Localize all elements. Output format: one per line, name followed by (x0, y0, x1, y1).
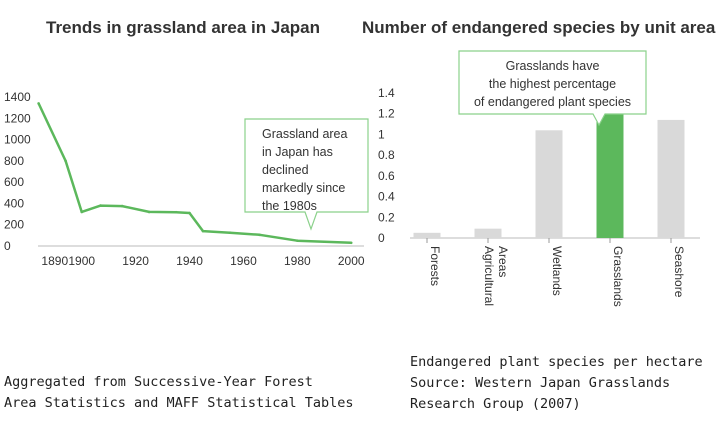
line-chart-x-tick-label-6: 2000 (338, 254, 365, 268)
line-chart-point-8 (201, 229, 205, 233)
line-chart-callout-line-0: Grassland area (262, 127, 348, 141)
bar-chart-y-tick-label-4: 0.8 (378, 148, 395, 162)
line-chart-callout-line-1: in Japan has (262, 145, 333, 159)
bar-chart-source-note: Endangered plant species per hectare Sou… (410, 354, 703, 412)
bar-chart-y-tick-label-2: 0.4 (378, 190, 395, 204)
bar-chart-y-tick-label-5: 1 (378, 127, 385, 141)
line-chart-point-6 (174, 210, 178, 214)
line-chart-y-tick-label-0: 0 (4, 239, 11, 253)
line-chart-point-10 (258, 233, 261, 237)
line-chart-y-tick-label-7: 1400 (4, 90, 31, 104)
line-chart-y-tick-label-6: 1200 (4, 111, 31, 125)
bar-chart-callout-line-0: Grasslands have (506, 59, 600, 73)
bar-chart-y-tick-label-7: 1.4 (378, 86, 395, 100)
bar-forests (413, 232, 441, 238)
line-chart-source-note: Aggregated from Successive-Year Forest A… (4, 374, 354, 411)
bar-chart-x-label-4: Seashore (672, 246, 686, 298)
bar-chart-callout-box (458, 50, 647, 127)
bar-chart-y-tick-label-1: 0.2 (378, 210, 395, 224)
bar-chart-x-label-3: Grasslands (611, 246, 625, 307)
line-chart-point-3 (99, 204, 102, 207)
line-chart: 0 200 400 600 800 1000 1200 1400 1890 1900 1920 194… (4, 90, 369, 268)
bar-agricultural-areas (474, 228, 502, 238)
line-chart-point-9 (228, 231, 232, 234)
line-chart-point-4 (120, 204, 124, 208)
bar-chart-x-label-1-1: Areas (496, 246, 510, 277)
line-chart-callout-line-4: the 1980s (262, 199, 317, 213)
line-chart-point-5 (147, 210, 151, 214)
line-chart-point-7 (188, 211, 191, 215)
bar-chart-y-tick-label-0: 0 (378, 231, 385, 245)
bar-chart-x-label-1-0: Agricultural (482, 246, 496, 306)
bar-grasslands (596, 112, 624, 238)
line-chart-point-13 (349, 241, 353, 245)
line-chart-x-tick-label-1: 1900 (68, 254, 95, 268)
line-chart-point-11 (296, 239, 299, 242)
line-chart-y-tick-label-5: 1000 (4, 133, 31, 147)
line-chart-x-tick-label-5: 1980 (284, 254, 311, 268)
line-chart-title: Trends in grassland area in Japan (46, 18, 320, 37)
line-chart-point-0 (37, 102, 40, 105)
line-chart-x-tick-label-0: 1890 (41, 254, 68, 268)
bar-wetlands (535, 130, 563, 238)
line-chart-series-line (37, 102, 352, 245)
bar-chart-callout-line-2: of endangered plant species (474, 95, 631, 109)
line-chart-x-tick-label-4: 1960 (230, 254, 257, 268)
line-chart-x-tick-label-3: 1940 (176, 254, 203, 268)
bar-seashore (657, 119, 685, 238)
line-chart-x-tick-label-2: 1920 (122, 254, 149, 268)
line-chart-y-tick-label-1: 200 (4, 218, 24, 232)
line-chart-callout-line-2: declined (262, 163, 309, 177)
bar-chart-title: Number of endangered species by unit are… (362, 18, 716, 37)
line-chart-point-2 (80, 210, 84, 214)
bar-chart-y-tick-label-3: 0.6 (378, 169, 395, 183)
line-chart-y-tick-label-4: 800 (4, 154, 24, 168)
line-chart-point-1 (64, 159, 67, 163)
line-chart-y-tick-label-3: 600 (4, 175, 24, 189)
line-chart-y-tick-label-2: 400 (4, 196, 24, 210)
line-chart-callout-line-3: markedly since (262, 181, 345, 195)
bar-chart-y-tick-label-6: 1.2 (378, 107, 395, 121)
line-chart-point-12 (322, 240, 326, 244)
bar-chart: 0 0.2 0.4 0.6 0.8 1 1.2 1.4 Forests Agricultural A… (378, 50, 700, 307)
line-chart-callout-box (244, 118, 369, 231)
bar-chart-callout-line-1: the highest percentage (489, 77, 616, 91)
bar-chart-x-label-2: Wetlands (550, 246, 564, 296)
bar-chart-x-label-0: Forests (428, 246, 442, 286)
